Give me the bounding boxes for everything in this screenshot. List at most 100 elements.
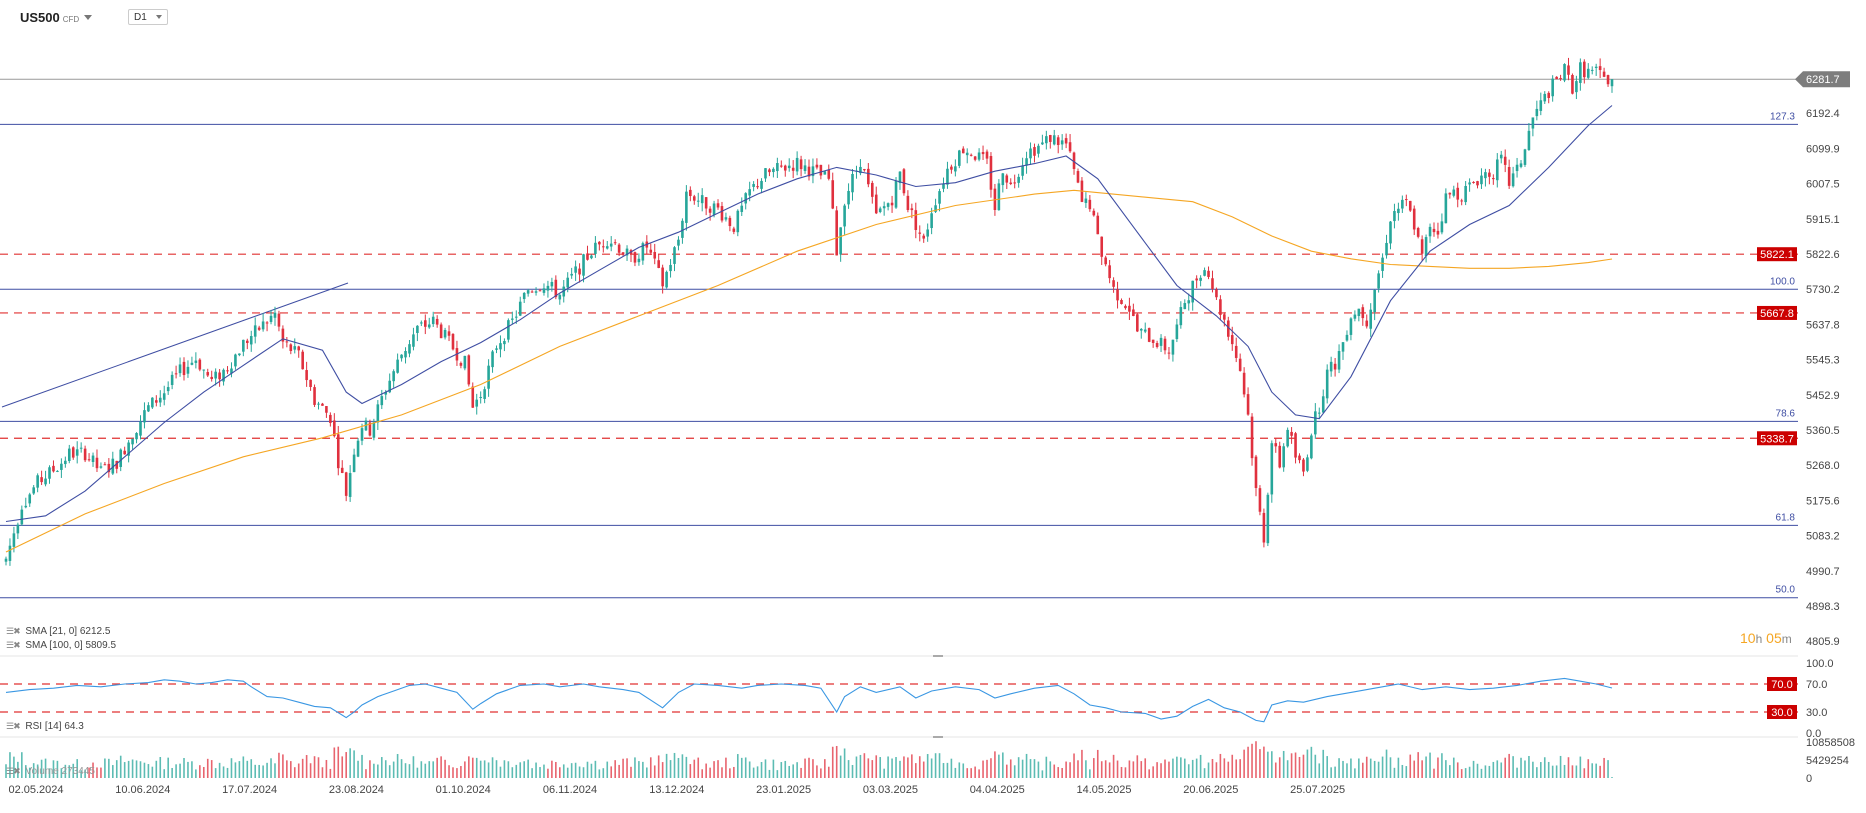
sma21-legend[interactable]: ☰✖ SMA [21, 0] 6212.5 (6, 626, 110, 637)
candle (534, 287, 538, 296)
candle (329, 412, 332, 427)
candle (261, 313, 265, 332)
volume-bar (392, 761, 395, 778)
candle (1234, 337, 1238, 363)
candle (158, 390, 162, 407)
candle-body (1025, 158, 1028, 166)
candle (665, 270, 668, 289)
volume-bar (464, 761, 466, 778)
timeframe-select[interactable]: D1 (128, 9, 168, 25)
candle (716, 199, 720, 210)
candle (166, 381, 170, 395)
symbol-dropdown-icon[interactable] (84, 15, 92, 20)
date-tick: 25.07.2025 (1290, 784, 1345, 796)
volume-bar (448, 765, 450, 778)
volume-bar (1140, 761, 1143, 778)
candle-body (103, 464, 107, 466)
candle-body (1124, 305, 1127, 309)
candle-body (1349, 318, 1353, 335)
volume-bar (1369, 758, 1372, 778)
volume-bar (1081, 749, 1083, 778)
volume-bar (954, 767, 957, 778)
candle-body (1353, 314, 1357, 319)
candle (427, 317, 431, 329)
volume-bar (1338, 758, 1340, 778)
volume-bar (1144, 758, 1147, 778)
settings-close-icon[interactable]: ☰✖ (6, 766, 21, 776)
candle-body (1515, 164, 1519, 172)
sma100-legend[interactable]: ☰✖ SMA [100, 0] 5809.5 (6, 640, 116, 651)
candle (333, 413, 336, 438)
volume-bar (1124, 767, 1127, 778)
volume-bar (290, 761, 292, 778)
candle-body (791, 167, 795, 171)
candle-body (1108, 265, 1111, 279)
candle-body (807, 166, 811, 177)
volume-bar (1591, 763, 1594, 778)
volume-bar (918, 756, 921, 778)
candle (170, 371, 174, 390)
candle (1041, 134, 1044, 146)
volume-bar (606, 761, 609, 778)
candle (372, 418, 376, 441)
candle (115, 460, 119, 474)
candle (870, 180, 874, 204)
candle (1025, 151, 1028, 174)
candle-body (222, 369, 225, 382)
candle (1128, 297, 1131, 320)
timeframe-value: D1 (134, 12, 147, 23)
candle-body (56, 470, 59, 472)
volume-bar (1555, 765, 1558, 778)
candle (649, 243, 653, 256)
candle (1515, 157, 1519, 178)
volume-bar (958, 762, 961, 778)
volume-bar (1168, 761, 1170, 778)
settings-close-icon[interactable]: ☰✖ (6, 640, 21, 650)
rsi-label: RSI [14] (25, 721, 62, 732)
candle-body (1484, 172, 1487, 179)
volume-legend[interactable]: ☰✖ Volume 273445 (6, 766, 95, 777)
candle (1238, 353, 1242, 372)
volume-bar (1005, 764, 1008, 778)
candle-body (511, 318, 514, 320)
volume-bar (736, 754, 739, 778)
volume-bar (1029, 759, 1032, 778)
candle (685, 185, 688, 231)
candle-body (1503, 156, 1507, 165)
candle (408, 340, 411, 358)
volume-bar (1381, 756, 1384, 778)
candle (1484, 168, 1487, 187)
rsi-legend[interactable]: ☰✖ RSI [14] 64.3 (6, 721, 84, 732)
price-tick: 5175.6 (1806, 495, 1840, 507)
volume-bar (586, 761, 589, 778)
candle (99, 462, 103, 469)
price-tick: 5083.2 (1806, 531, 1840, 543)
settings-close-icon[interactable]: ☰✖ (6, 721, 21, 731)
candle-body (1120, 300, 1123, 305)
candle (253, 317, 257, 344)
candle (578, 263, 581, 283)
candle-body (424, 320, 427, 327)
candle-body (748, 189, 751, 196)
candle (843, 203, 846, 235)
settings-close-icon[interactable]: ☰✖ (6, 626, 21, 636)
candle (633, 251, 637, 267)
volume-bar (1524, 760, 1526, 778)
price-axis: 6192.4 6099.9 6007.5 5915.1 5822.6 5730.2 5637… (0, 71, 1850, 738)
candle-body (1432, 228, 1436, 233)
candle-body (1072, 152, 1076, 169)
level-tag-bg (1757, 247, 1797, 262)
candle (1290, 427, 1293, 444)
candle-body (170, 374, 174, 385)
candle-body (558, 294, 562, 300)
candle-body (1128, 305, 1131, 312)
candle-body (685, 191, 688, 223)
candle-body (487, 365, 490, 389)
symbol-label[interactable]: US500 CFD (20, 10, 79, 25)
candle (48, 465, 51, 484)
volume-bar (353, 750, 355, 778)
volume-bar (1136, 755, 1139, 778)
candle-body (665, 271, 668, 288)
volume-bar (468, 756, 470, 778)
